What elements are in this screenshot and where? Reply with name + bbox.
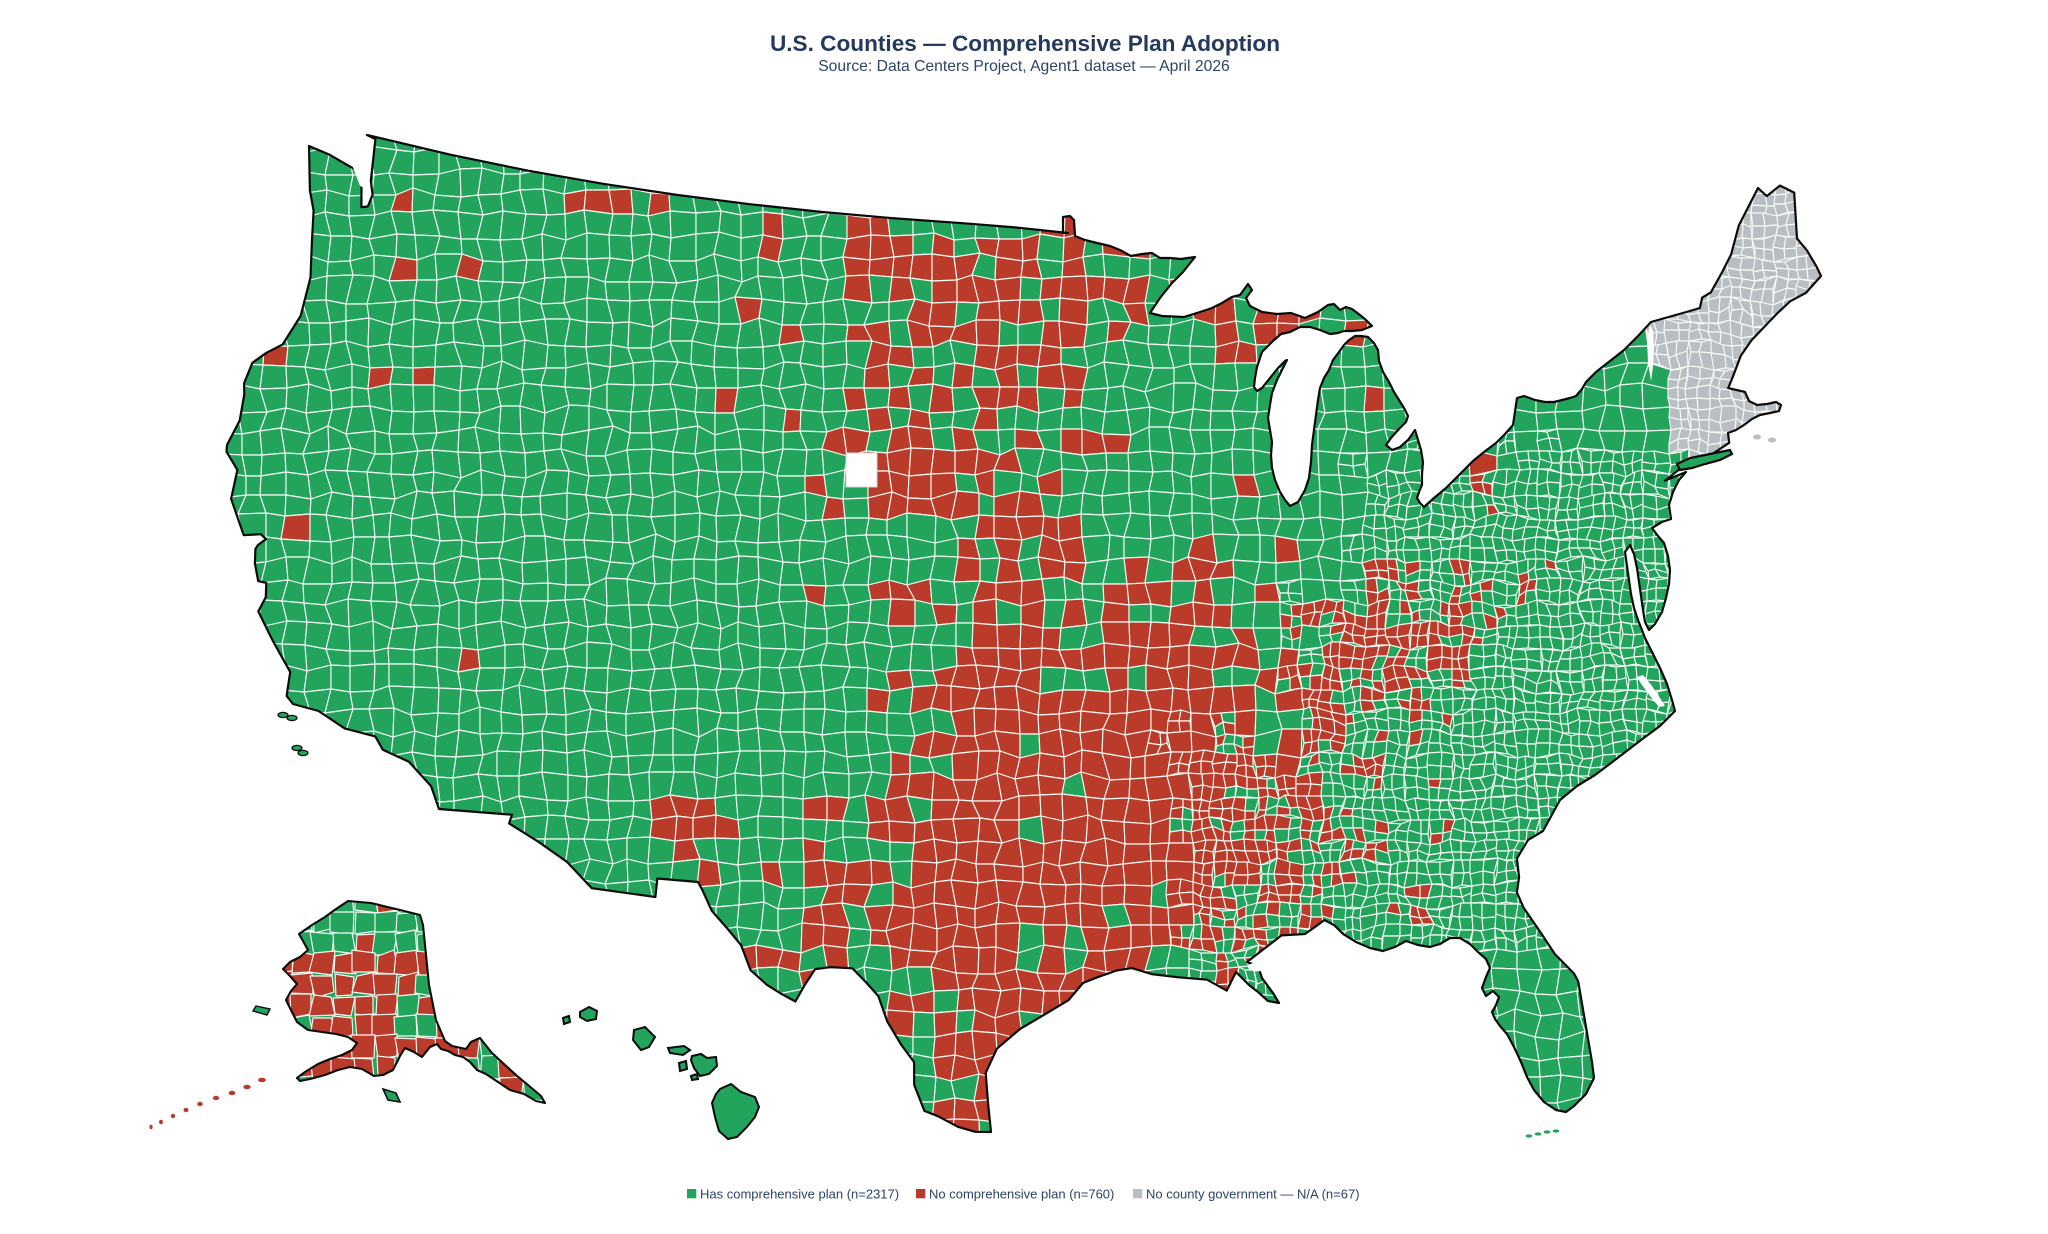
svg-text:No county government — N/A (n=: No county government — N/A (n=67)	[1146, 1187, 1360, 1202]
svg-text:U.S. Counties — Comprehensive: U.S. Counties — Comprehensive Plan Adopt…	[770, 31, 1280, 56]
svg-text:Has comprehensive plan (n=2317: Has comprehensive plan (n=2317)	[700, 1187, 899, 1202]
svg-text:No comprehensive plan (n=760): No comprehensive plan (n=760)	[929, 1187, 1114, 1202]
svg-text:Source: Data Centers Project,: Source: Data Centers Project, Agent1 dat…	[818, 58, 1230, 75]
